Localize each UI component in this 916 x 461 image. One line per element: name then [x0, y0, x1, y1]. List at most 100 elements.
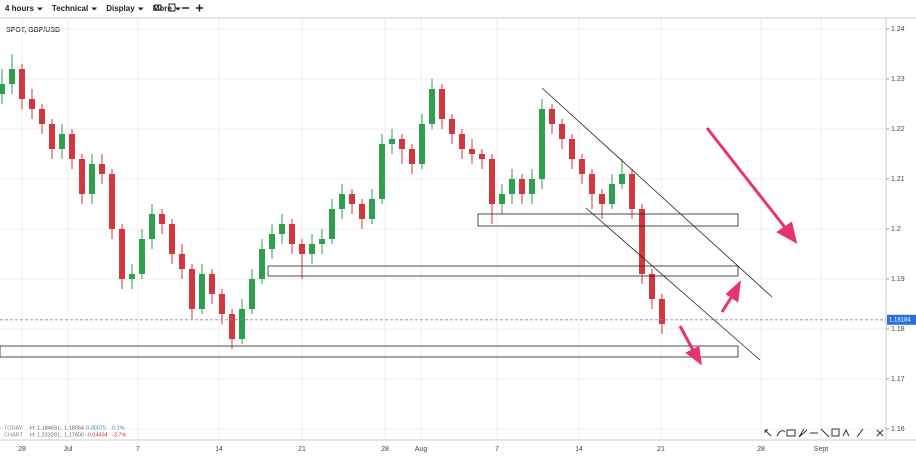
candle-body: [69, 134, 75, 159]
candle-body: [309, 244, 315, 254]
candle-body: [349, 194, 355, 204]
candle-body: [219, 294, 225, 314]
toolbar-button[interactable]: 4 hours: [5, 4, 34, 13]
candle-body: [449, 119, 455, 134]
candle-body: [509, 179, 515, 194]
tool-icon[interactable]: [831, 428, 840, 437]
zone-rect: [0, 345, 739, 358]
candle-body: [199, 274, 205, 309]
x-tick-label: 7: [495, 446, 499, 453]
y-tick-label: 1.24: [891, 26, 905, 33]
zone-rect: [477, 213, 739, 227]
candle-body: [459, 134, 465, 149]
zone-rect: [267, 265, 739, 277]
dropdown-caret[interactable]: [91, 7, 98, 11]
candle-body: [629, 174, 635, 209]
candle-body: [569, 139, 575, 159]
candle-body: [419, 124, 425, 164]
toolbar-button[interactable]: Technical: [52, 4, 88, 13]
info-text: L: 1.18054: [58, 425, 84, 431]
x-tick-label: Sept: [814, 446, 828, 453]
candle-body: [359, 204, 365, 219]
info-text: 0.00075: [86, 425, 106, 431]
candle-body: [379, 144, 385, 199]
y-tick-label: 1.18: [891, 326, 905, 333]
dropdown-caret[interactable]: [36, 7, 43, 11]
tool-icon[interactable]: [798, 428, 808, 438]
candle-body: [389, 139, 395, 144]
candle-body: [289, 224, 295, 244]
info-text: 0.1%: [112, 425, 125, 431]
y-tick-label: 1.22: [891, 126, 905, 133]
candle-body: [39, 109, 45, 124]
arrows: [678, 127, 798, 366]
candle-body: [329, 209, 335, 239]
x-tick-label: 14: [575, 446, 583, 453]
x-tick-label: 21: [298, 446, 306, 453]
y-tick-label: 1.16: [891, 426, 905, 433]
tool-icon[interactable]: [856, 428, 864, 438]
y-tick-label: 1.19: [891, 276, 905, 283]
tool-icon[interactable]: [764, 429, 772, 437]
candle-body: [129, 274, 135, 279]
candle-body: [579, 159, 585, 174]
tool-icon[interactable]: [776, 430, 786, 437]
drawings: [0, 87, 773, 361]
candle-body: [429, 89, 435, 124]
candle-body: [339, 194, 345, 209]
candle-body: [229, 314, 235, 339]
candle-body: [649, 274, 655, 299]
drawing-tools[interactable]: [764, 428, 884, 438]
info-text: H: 1.23328: [30, 432, 57, 438]
toolbar: [0, 0, 916, 18]
candle-body: [99, 164, 105, 174]
arrow-head: [776, 221, 798, 244]
candle-body: [169, 224, 175, 254]
candle-body: [159, 214, 165, 224]
x-tick-label: 28: [18, 446, 26, 453]
zoom-in[interactable]: [196, 4, 203, 12]
info-text: -0.04494: [86, 432, 108, 438]
dropdown-caret[interactable]: [137, 7, 144, 11]
candle-body: [109, 174, 115, 229]
x-tick-label: Jul: [64, 446, 73, 453]
x-tick-label: 21: [657, 446, 665, 453]
candle-body: [609, 184, 615, 204]
x-tick-label: 7: [136, 446, 140, 453]
candle-body: [369, 199, 375, 219]
y-tick-label: 1.2: [891, 226, 901, 233]
candle-body: [79, 159, 85, 194]
info-text: H: 1.18469: [30, 425, 57, 431]
last-price-label: 1.18184: [889, 317, 911, 323]
candle-body: [179, 254, 185, 269]
candle-body: [59, 134, 65, 149]
toolbar-button[interactable]: Display: [106, 4, 135, 13]
chart-title: SPOT, GBP/USD: [6, 27, 60, 34]
y-tick-label: 1.21: [891, 176, 905, 183]
dropdown-caret[interactable]: [174, 7, 181, 11]
candle-body: [489, 159, 495, 204]
toolbar-button[interactable]: More: [153, 4, 173, 13]
tool-icon[interactable]: [842, 428, 850, 437]
candle-body: [619, 174, 625, 184]
candle-body: [479, 154, 485, 159]
candle-body: [529, 179, 535, 194]
candle-body: [549, 109, 555, 124]
candle-body: [249, 279, 255, 309]
candle-body: [319, 239, 325, 244]
candle-body: [209, 274, 215, 294]
info-text: L: 1.17600: [58, 432, 84, 438]
y-tick-label: 1.23: [891, 76, 905, 83]
tool-icon[interactable]: [786, 429, 796, 437]
arrow: [705, 127, 789, 231]
arrow-head: [725, 280, 741, 303]
open-icon[interactable]: [154, 4, 162, 11]
tool-icon[interactable]: [820, 428, 830, 438]
candle-body: [119, 229, 125, 279]
x-tick-label: 28: [381, 446, 389, 453]
tool-icon[interactable]: [876, 429, 884, 437]
x-tick-label: 28: [757, 446, 765, 453]
candle-body: [239, 309, 245, 339]
